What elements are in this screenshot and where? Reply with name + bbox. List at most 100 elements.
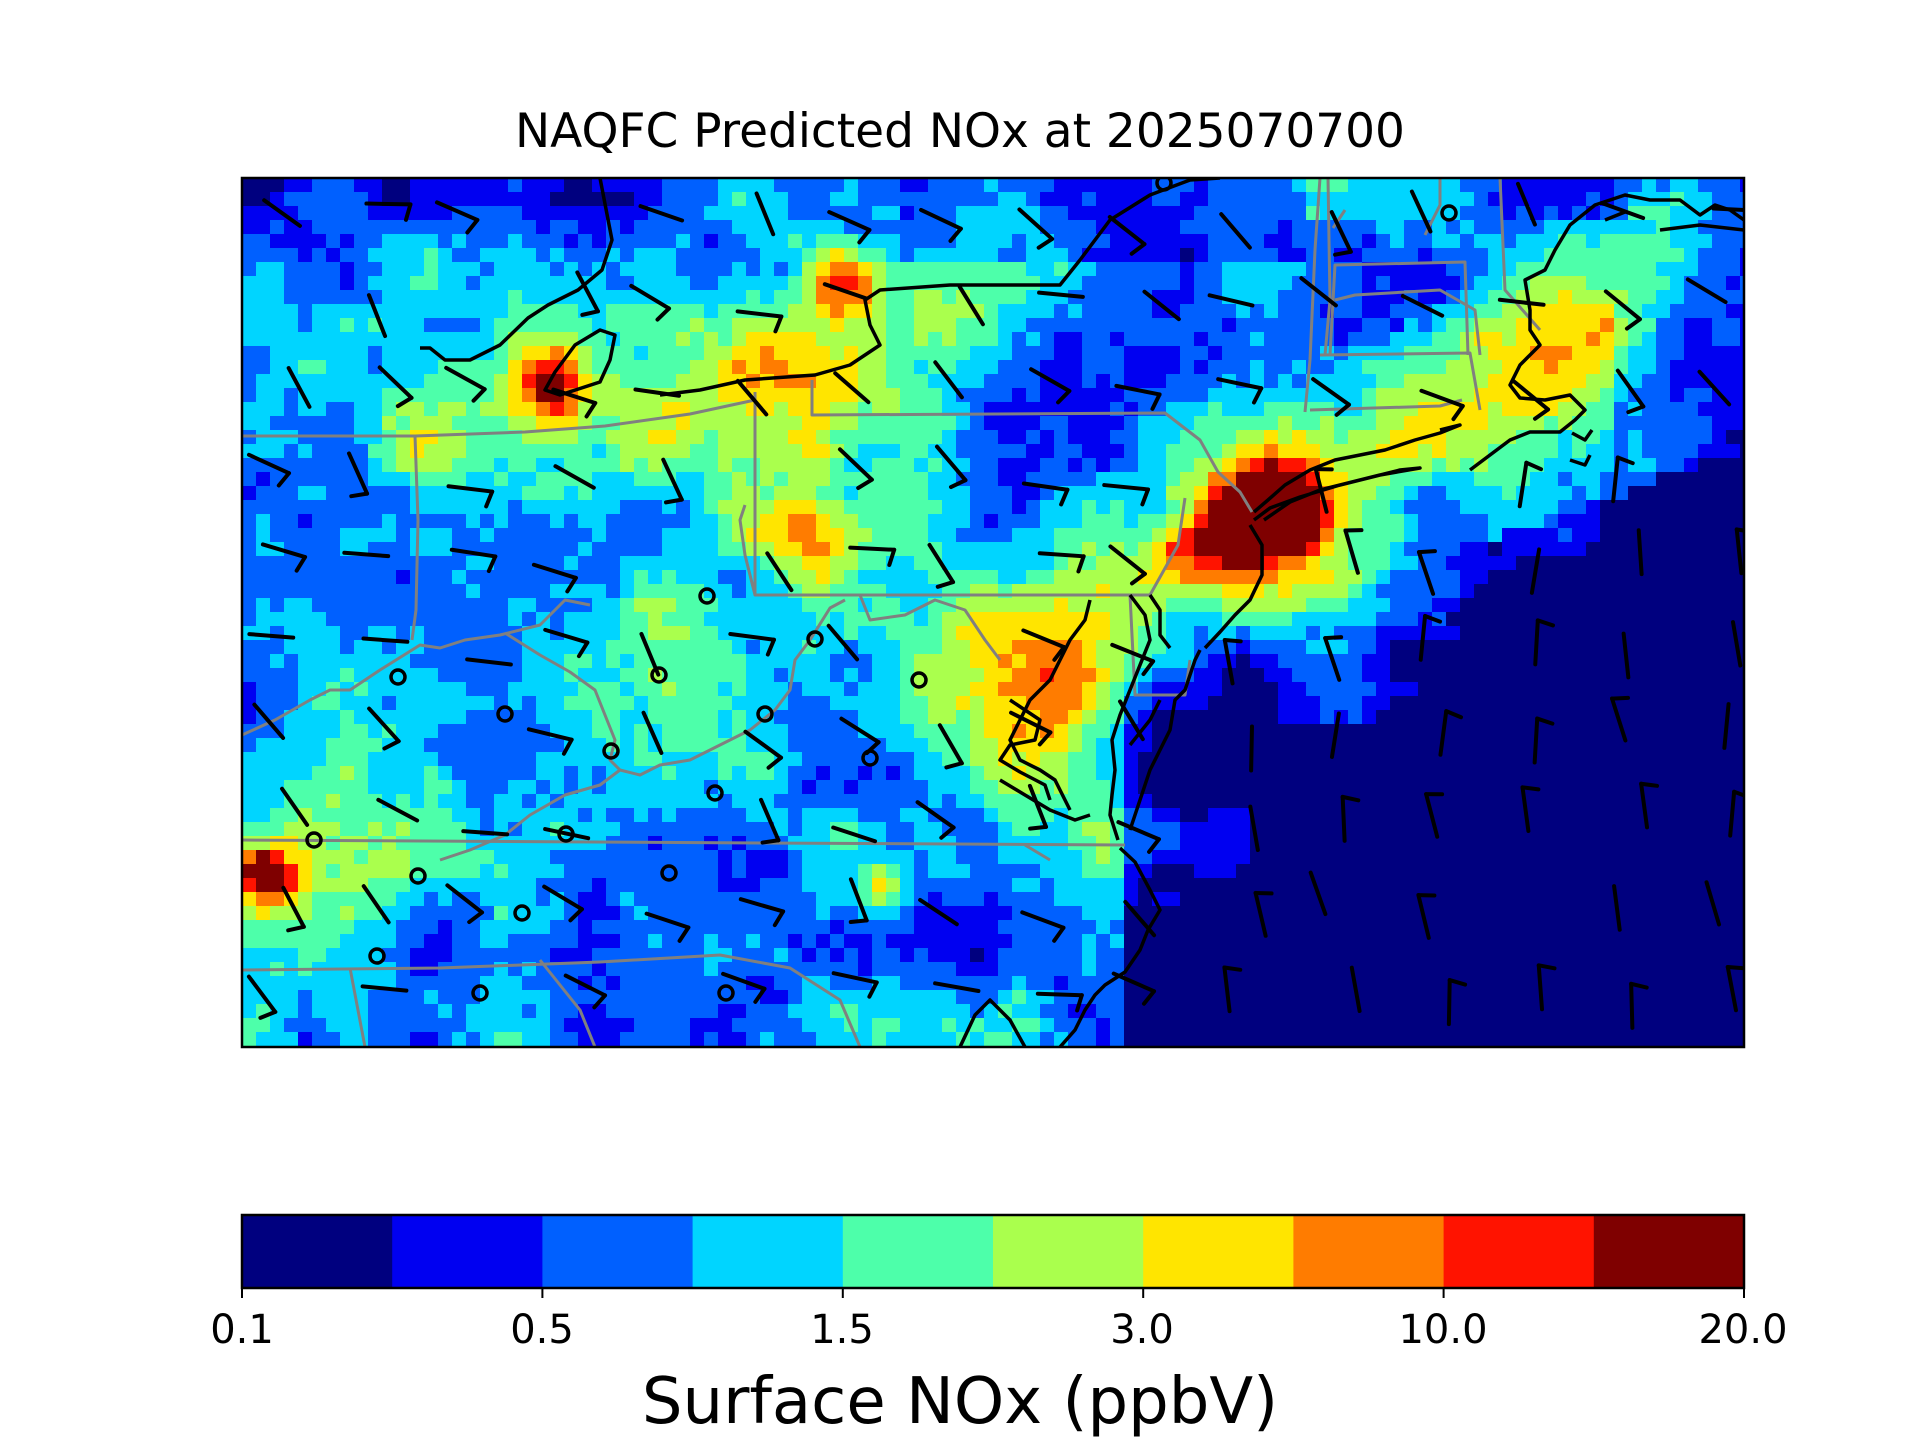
wind-barb xyxy=(661,457,684,505)
wind-barb xyxy=(376,797,420,823)
colorbar-frame xyxy=(240,1213,1746,1290)
wind-barb xyxy=(367,706,401,751)
wind-barb xyxy=(1722,702,1731,750)
wind-barb xyxy=(444,365,487,403)
wind-barb xyxy=(837,447,874,491)
wind-barb xyxy=(918,897,959,927)
wind-barb xyxy=(531,562,578,594)
wind-barb xyxy=(831,971,879,999)
colorbar-tick-label: 20.0 xyxy=(1698,1307,1788,1353)
wind-barb xyxy=(1142,289,1181,322)
wind-barb xyxy=(1711,206,1744,213)
wind-barb xyxy=(1516,181,1537,227)
wind-barb xyxy=(721,971,767,1004)
colorbar-segment xyxy=(1293,1215,1445,1288)
wind-barb xyxy=(1035,991,1084,1013)
wind-barb xyxy=(377,365,414,409)
wind-barb xyxy=(246,974,278,1020)
colorbar-segment xyxy=(1593,1215,1745,1288)
wind-barb xyxy=(759,797,781,845)
wind-barb xyxy=(1599,201,1646,221)
wind-barb xyxy=(1114,383,1162,411)
wind-barb xyxy=(644,911,691,943)
wind-barb xyxy=(848,545,897,568)
wind-barb xyxy=(933,981,981,994)
wind-barb xyxy=(1253,890,1274,938)
wind-barb xyxy=(252,702,286,740)
wind-barb xyxy=(1118,699,1145,742)
wind-barb xyxy=(1020,910,1066,943)
wind-barb xyxy=(957,284,985,327)
wind-barb xyxy=(826,623,860,662)
wind-barb xyxy=(633,387,682,398)
nox-concentration-field xyxy=(242,178,1744,1047)
wind-barb xyxy=(1102,483,1151,507)
wind-barb xyxy=(1311,377,1351,417)
station-marker xyxy=(602,742,620,760)
wind-barb xyxy=(1037,551,1086,574)
wind-barb xyxy=(1329,210,1353,257)
wind-barb xyxy=(446,484,495,509)
wind-barb xyxy=(461,829,510,837)
wind-barb xyxy=(915,800,956,840)
station-marker xyxy=(910,671,928,689)
station-marker xyxy=(660,864,678,882)
wind-barb xyxy=(360,984,409,993)
station-marker xyxy=(389,668,407,686)
colorbar-segment xyxy=(692,1215,844,1288)
colorbar-tick-label: 3.0 xyxy=(1110,1307,1174,1353)
wind-barb xyxy=(449,547,498,574)
wind-barb xyxy=(361,636,410,644)
wind-barb xyxy=(641,710,664,755)
wind-barb xyxy=(286,366,312,409)
wind-barb xyxy=(927,542,956,589)
wind-barb xyxy=(1621,631,1631,680)
station-marker xyxy=(806,630,824,648)
wind-barb xyxy=(1685,277,1728,305)
wind-barb xyxy=(1027,783,1049,831)
colorbar-ticks xyxy=(241,1288,1745,1298)
wind-barb xyxy=(1222,638,1243,686)
wind-barb xyxy=(1116,820,1161,854)
wind-barb xyxy=(1416,549,1437,596)
wind-barb xyxy=(366,293,388,339)
wind-barb xyxy=(1533,618,1556,667)
wind-barb xyxy=(1340,794,1361,843)
wind-barb xyxy=(638,204,685,223)
wind-barb xyxy=(1629,981,1649,1030)
wind-barb xyxy=(937,723,964,770)
wind-barb xyxy=(1512,379,1551,421)
wind-barb xyxy=(765,551,794,593)
station-marker xyxy=(861,749,879,767)
coastlines xyxy=(420,178,1744,1047)
wind-barb xyxy=(281,885,306,933)
wind-barb xyxy=(246,452,291,488)
wind-barb xyxy=(1725,965,1744,1013)
wind-barb xyxy=(1615,368,1646,415)
colorbar-segment xyxy=(1443,1215,1595,1288)
station-marker xyxy=(305,831,323,849)
wind-barb xyxy=(1343,528,1364,575)
wind-barb xyxy=(1438,709,1464,757)
wind-barb xyxy=(728,632,776,657)
wind-barb xyxy=(1308,870,1328,917)
wind-barb xyxy=(1222,965,1243,1014)
wind-barb xyxy=(1313,467,1334,514)
wind-barb xyxy=(347,451,370,499)
wind-barb xyxy=(551,387,598,419)
wind-barb xyxy=(575,270,600,317)
wind-barb xyxy=(1520,785,1541,833)
station-marker xyxy=(409,867,427,885)
wind-barb xyxy=(1329,711,1341,759)
wind-barb xyxy=(1636,528,1644,577)
wind-barb xyxy=(738,897,786,928)
wind-barb xyxy=(833,371,871,405)
wind-barb xyxy=(342,550,391,559)
station-marker xyxy=(698,587,716,605)
wind-barb xyxy=(1299,276,1338,308)
wind-barb xyxy=(542,884,584,923)
colorbar-segment xyxy=(542,1215,694,1288)
wind-barb xyxy=(1107,214,1147,256)
wind-barb xyxy=(1029,367,1072,405)
